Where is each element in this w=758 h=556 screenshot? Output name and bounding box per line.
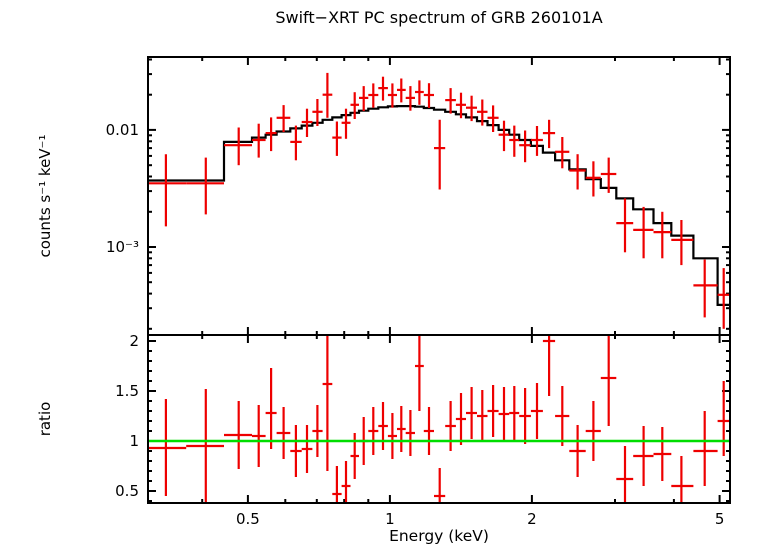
svg-text:0.01: 0.01 — [106, 121, 139, 139]
x-tick-labels: 0.5 1 2 5 — [236, 510, 724, 528]
ratio-panel: 2 1.5 1 0.5 — [115, 332, 731, 504]
svg-text:1: 1 — [129, 432, 139, 450]
ratio-ticks: 2 1.5 1 0.5 — [115, 332, 730, 503]
svg-text:1.5: 1.5 — [115, 382, 139, 400]
spectrum-data-points — [148, 72, 730, 329]
ratio-data-points — [148, 335, 730, 503]
svg-text:2: 2 — [527, 510, 537, 528]
svg-text:0.5: 0.5 — [236, 510, 260, 528]
ratio-frame — [147, 334, 731, 504]
x-axis-label: Energy (keV) — [389, 527, 489, 545]
spectrum-frame — [147, 56, 731, 336]
svg-text:5: 5 — [715, 510, 725, 528]
svg-text:1: 1 — [385, 510, 395, 528]
model-line — [148, 105, 730, 306]
spectrum-panel: 0.01 10⁻³ — [106, 56, 731, 336]
svg-text:2: 2 — [129, 332, 139, 350]
spectrum-ticks: 0.01 10⁻³ — [106, 57, 730, 335]
chart-title: Swift−XRT PC spectrum of GRB 260101A — [275, 8, 603, 27]
svg-text:10⁻³: 10⁻³ — [106, 238, 139, 256]
svg-text:0.5: 0.5 — [115, 482, 139, 500]
